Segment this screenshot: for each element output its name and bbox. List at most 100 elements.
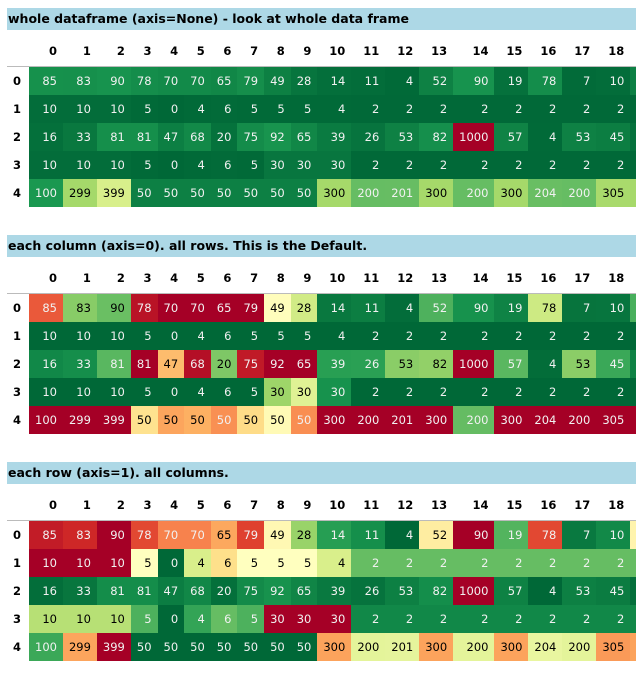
heatmap-cell: 50 bbox=[237, 633, 265, 661]
heatmap-cell: 5 bbox=[290, 95, 318, 123]
heatmap-cell: 10 bbox=[596, 293, 631, 322]
heatmap-cell: 90 bbox=[96, 293, 131, 322]
heatmap-cell: 5 bbox=[237, 322, 265, 350]
heatmap-cell: 81 bbox=[96, 123, 131, 151]
heatmap-cell: 2 bbox=[528, 378, 563, 406]
row-index: 1 bbox=[13, 102, 22, 116]
heatmap-cell: 50 bbox=[157, 633, 185, 661]
heatmap-cell: 4 bbox=[317, 322, 352, 350]
heatmap-cell: 39 bbox=[317, 577, 352, 605]
heatmap-cell: 57 bbox=[494, 123, 529, 151]
heatmap-cell: 82 bbox=[419, 350, 454, 378]
heatmap-cell: 78 bbox=[528, 293, 563, 322]
heatmap-cell: 2 bbox=[596, 605, 631, 633]
heatmap-cell: 5 bbox=[237, 95, 265, 123]
heatmap-cell: 300 bbox=[419, 633, 454, 661]
heatmap-cell: 33 bbox=[62, 350, 97, 378]
heatmap-cell: 2 bbox=[385, 151, 420, 179]
heatmap-cell: 53 bbox=[562, 350, 597, 378]
section-axis-none: whole dataframe (axis=None) - look at wh… bbox=[7, 8, 636, 207]
heatmap-cell: 2 bbox=[494, 378, 529, 406]
row-index: 4 bbox=[13, 413, 22, 427]
table-row: 310101050465303030222222222 bbox=[7, 605, 636, 633]
heatmap-cell: 30 bbox=[264, 378, 291, 406]
heatmap-cell: 4 bbox=[184, 151, 211, 179]
heatmap-cell: 39 bbox=[317, 123, 352, 151]
heatmap-cell: 300 bbox=[630, 179, 636, 207]
heatmap-cell: 2 bbox=[596, 151, 631, 179]
heatmap-cell: 90 bbox=[453, 293, 495, 322]
heatmap-cell: 2 bbox=[562, 322, 597, 350]
heatmap-cell: 33 bbox=[62, 577, 97, 605]
row-index: 1 bbox=[13, 556, 22, 570]
column-header: 1 bbox=[62, 36, 97, 67]
column-header: 5 bbox=[184, 263, 211, 294]
heatmap-cell: 10 bbox=[596, 520, 631, 549]
heatmap-cell: 4 bbox=[528, 123, 563, 151]
heatmap-cell: 52 bbox=[419, 66, 454, 95]
heatmap-cell: 200 bbox=[351, 179, 386, 207]
heatmap-cell: 50 bbox=[210, 633, 238, 661]
heatmap-cell: 81 bbox=[130, 577, 158, 605]
row-index: 2 bbox=[13, 130, 22, 144]
heatmap-cell: 2 bbox=[528, 605, 563, 633]
table-row: 2 16 33 81 81 47 68 20 75 92 65 39 26 53 82 1000 57 4 53 45… bbox=[7, 350, 636, 378]
heatmap-cell: 50 bbox=[237, 179, 265, 207]
heatmap-cell: 90 bbox=[453, 66, 495, 95]
heatmap-cell: 4 bbox=[184, 322, 211, 350]
heatmap-cell: 399 bbox=[96, 406, 131, 434]
heatmap-cell: 85 bbox=[29, 293, 63, 322]
heatmap-cell: 50 bbox=[264, 406, 291, 434]
header-row: 012345678910111213141516171819 bbox=[7, 36, 636, 67]
heatmap-cell: 49 bbox=[264, 293, 291, 322]
section-axis-0: each column (axis=0). all rows. This is … bbox=[7, 235, 636, 434]
heatmap-cell: 2 bbox=[596, 378, 631, 406]
heatmap-cell: 6 bbox=[210, 378, 238, 406]
heatmap-cell: 5 bbox=[130, 95, 158, 123]
heatmap-cell: 53 bbox=[385, 350, 420, 378]
heatmap-cell: 2 bbox=[351, 605, 386, 633]
column-header: 17 bbox=[562, 263, 597, 294]
heatmap-cell: 5 bbox=[130, 549, 158, 577]
heatmap-cell: 68 bbox=[184, 350, 211, 378]
heatmap-cell: 5 bbox=[237, 378, 265, 406]
heatmap-cell: 82 bbox=[419, 577, 454, 605]
column-header: 5 bbox=[184, 490, 211, 521]
heatmap-cell: 53 bbox=[562, 577, 597, 605]
heatmap-cell: 4 bbox=[317, 549, 352, 577]
heatmap-cell: 4 bbox=[184, 549, 211, 577]
heatmap-cell: 85 bbox=[29, 66, 63, 95]
heatmap-cell: 1000 bbox=[453, 123, 495, 151]
column-header: 15 bbox=[494, 490, 529, 521]
heatmap-cell: 11 bbox=[351, 66, 386, 95]
heatmap-cell: 300 bbox=[419, 179, 454, 207]
heatmap-cell: 305 bbox=[596, 406, 631, 434]
heatmap-cell: 300 bbox=[317, 406, 352, 434]
heatmap-cell: 78 bbox=[130, 66, 158, 95]
heatmap-cell: 10 bbox=[29, 549, 63, 577]
heatmap-cell: 2 bbox=[596, 549, 631, 577]
heatmap-cell: 10 bbox=[96, 549, 131, 577]
heatmap-cell: 6 bbox=[210, 95, 238, 123]
heatmap-cell: 5 bbox=[290, 549, 318, 577]
table-row: 310101050465303030222222222 bbox=[7, 151, 636, 179]
heatmap-cell: 2 bbox=[453, 605, 495, 633]
heatmap-cell: 50 bbox=[184, 633, 211, 661]
heatmap-cell: 4 bbox=[528, 350, 563, 378]
heatmap-cell: 49 bbox=[264, 520, 291, 549]
heatmap-cell: 2 bbox=[528, 549, 563, 577]
column-header: 18 bbox=[596, 263, 631, 294]
heatmap-cell: 45 bbox=[596, 577, 631, 605]
row-index: 4 bbox=[13, 186, 22, 200]
column-header: 17 bbox=[562, 490, 597, 521]
heatmap-cell: 2 bbox=[562, 151, 597, 179]
heatmap-cell: 2 bbox=[453, 151, 495, 179]
column-header: 9 bbox=[290, 263, 318, 294]
heatmap-cell: 65 bbox=[210, 520, 238, 549]
column-header: 0 bbox=[29, 490, 63, 521]
heatmap-cell: 10 bbox=[29, 322, 63, 350]
heatmap-cell: 2 bbox=[453, 322, 495, 350]
heatmap-cell: 201 bbox=[385, 406, 420, 434]
heatmap-cell: 2 bbox=[385, 378, 420, 406]
